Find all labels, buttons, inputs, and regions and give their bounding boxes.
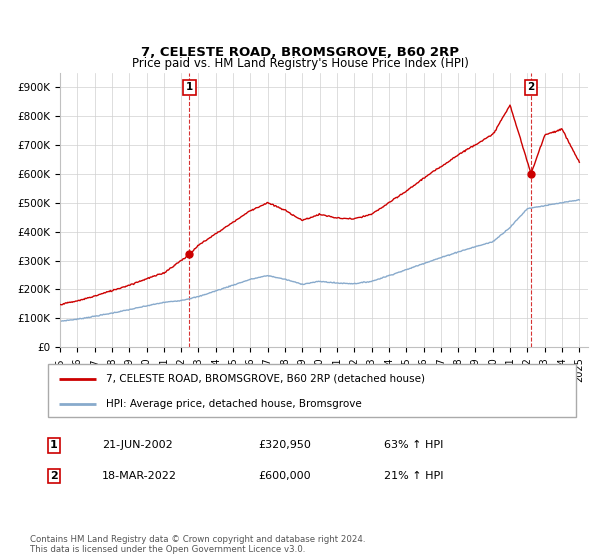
Text: 21% ↑ HPI: 21% ↑ HPI (384, 471, 443, 481)
Text: 7, CELESTE ROAD, BROMSGROVE, B60 2RP (detached house): 7, CELESTE ROAD, BROMSGROVE, B60 2RP (de… (106, 374, 425, 384)
Text: Price paid vs. HM Land Registry's House Price Index (HPI): Price paid vs. HM Land Registry's House … (131, 57, 469, 70)
Text: 1: 1 (185, 82, 193, 92)
Text: £600,000: £600,000 (258, 471, 311, 481)
Text: Contains HM Land Registry data © Crown copyright and database right 2024.
This d: Contains HM Land Registry data © Crown c… (30, 535, 365, 554)
Text: 63% ↑ HPI: 63% ↑ HPI (384, 440, 443, 450)
Text: 21-JUN-2002: 21-JUN-2002 (102, 440, 173, 450)
Text: 2: 2 (50, 471, 58, 481)
Text: 1: 1 (50, 440, 58, 450)
Text: 7, CELESTE ROAD, BROMSGROVE, B60 2RP: 7, CELESTE ROAD, BROMSGROVE, B60 2RP (141, 46, 459, 59)
Text: £320,950: £320,950 (258, 440, 311, 450)
FancyBboxPatch shape (48, 364, 576, 417)
Text: HPI: Average price, detached house, Bromsgrove: HPI: Average price, detached house, Brom… (106, 399, 362, 409)
Text: 18-MAR-2022: 18-MAR-2022 (102, 471, 177, 481)
Text: 2: 2 (527, 82, 535, 92)
